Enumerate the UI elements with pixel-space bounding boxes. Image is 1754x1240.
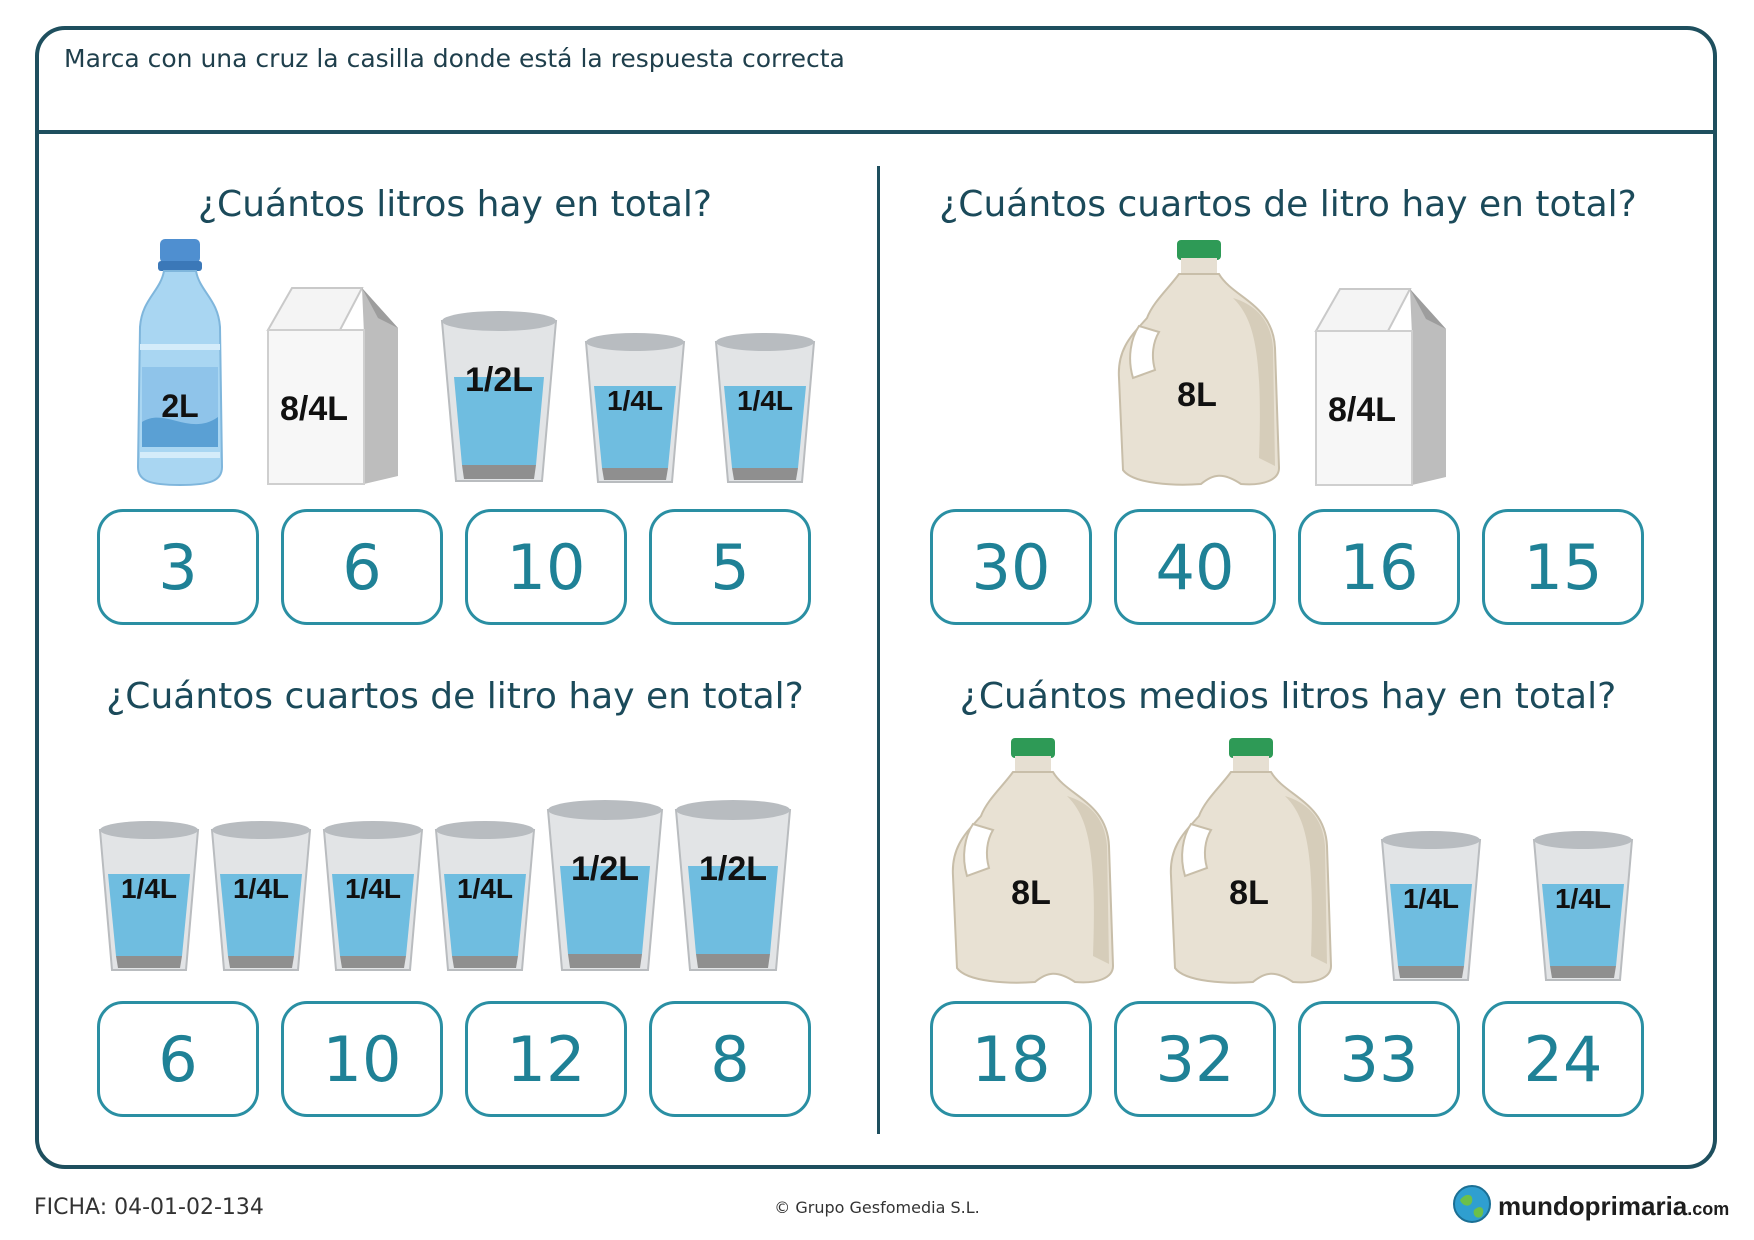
water-glass-icon: 1/4L: [320, 818, 426, 976]
svg-text:1/2L: 1/2L: [699, 850, 767, 888]
question-3-title: ¿Cuántos cuartos de litro hay en total?: [106, 676, 804, 717]
water-glass-icon: 1/4L: [96, 818, 202, 976]
water-glass-icon: 1/4L: [582, 330, 688, 488]
svg-text:1/4L: 1/4L: [233, 873, 289, 904]
water-glass-icon: 1/4L: [712, 330, 818, 488]
answer-box[interactable]: 10: [281, 1001, 443, 1117]
ficha-code: FICHA: 04-01-02-134: [34, 1195, 264, 1220]
vertical-divider: [877, 166, 880, 1134]
answer-box[interactable]: 15: [1482, 509, 1644, 625]
header-divider: [35, 130, 1717, 134]
answer-box[interactable]: 18: [930, 1001, 1092, 1117]
svg-text:8L: 8L: [1011, 874, 1051, 912]
answer-box[interactable]: 5: [649, 509, 811, 625]
svg-text:1/2L: 1/2L: [571, 850, 639, 888]
svg-text:8L: 8L: [1229, 874, 1269, 912]
answer-box[interactable]: 6: [97, 1001, 259, 1117]
question-2-title: ¿Cuántos cuartos de litro hay en total?: [939, 184, 1637, 225]
answer-box[interactable]: 10: [465, 509, 627, 625]
svg-text:1/4L: 1/4L: [345, 873, 401, 904]
milk-carton-icon: 8/4L: [262, 284, 404, 488]
answer-box[interactable]: 6: [281, 509, 443, 625]
water-glass-icon: 1/4L: [208, 818, 314, 976]
svg-text:1/2L: 1/2L: [465, 361, 533, 399]
answer-box[interactable]: 33: [1298, 1001, 1460, 1117]
worksheet-frame: [35, 26, 1717, 1169]
copyright-text: © Grupo Gesfomedia S.L.: [774, 1198, 980, 1217]
milk-carton-icon: 8/4L: [1310, 285, 1452, 489]
instruction-text: Marca con una cruz la casilla donde está…: [64, 44, 845, 73]
water-bottle-icon: 2L: [130, 237, 230, 489]
water-glass-icon: 1/2L: [438, 307, 560, 487]
water-glass-icon: 1/2L: [672, 796, 794, 976]
question-1-title: ¿Cuántos litros hay en total?: [197, 184, 713, 225]
milk-jug-icon: 8L: [1165, 736, 1337, 986]
answer-box[interactable]: 30: [930, 509, 1092, 625]
answer-box[interactable]: 32: [1114, 1001, 1276, 1117]
item-label: 2L: [161, 388, 198, 424]
milk-jug-icon: 8L: [947, 736, 1119, 986]
water-glass-icon: 1/4L: [1530, 828, 1636, 986]
globe-icon: [1452, 1184, 1492, 1228]
svg-text:1/4L: 1/4L: [737, 385, 793, 416]
question-4-title: ¿Cuántos medios litros hay en total?: [959, 676, 1617, 717]
svg-text:8/4L: 8/4L: [1328, 391, 1396, 429]
svg-text:8L: 8L: [1177, 376, 1217, 414]
milk-jug-icon: 8L: [1113, 238, 1285, 488]
svg-text:1/4L: 1/4L: [607, 385, 663, 416]
answer-box[interactable]: 16: [1298, 509, 1460, 625]
water-glass-icon: 1/4L: [432, 818, 538, 976]
water-glass-icon: 1/2L: [544, 796, 666, 976]
svg-text:1/4L: 1/4L: [457, 873, 513, 904]
svg-text:1/4L: 1/4L: [1403, 883, 1459, 914]
water-glass-icon: 1/4L: [1378, 828, 1484, 986]
brand-suffix: .com: [1687, 1198, 1730, 1219]
brand-name: mundoprimaria: [1498, 1190, 1688, 1221]
answer-box[interactable]: 40: [1114, 509, 1276, 625]
answer-box[interactable]: 12: [465, 1001, 627, 1117]
answer-box[interactable]: 3: [97, 509, 259, 625]
brand-logo[interactable]: mundoprimaria.com: [1452, 1184, 1729, 1228]
answer-box[interactable]: 24: [1482, 1001, 1644, 1117]
answer-box[interactable]: 8: [649, 1001, 811, 1117]
svg-text:1/4L: 1/4L: [1555, 883, 1611, 914]
svg-text:8/4L: 8/4L: [280, 390, 348, 428]
svg-text:1/4L: 1/4L: [121, 873, 177, 904]
